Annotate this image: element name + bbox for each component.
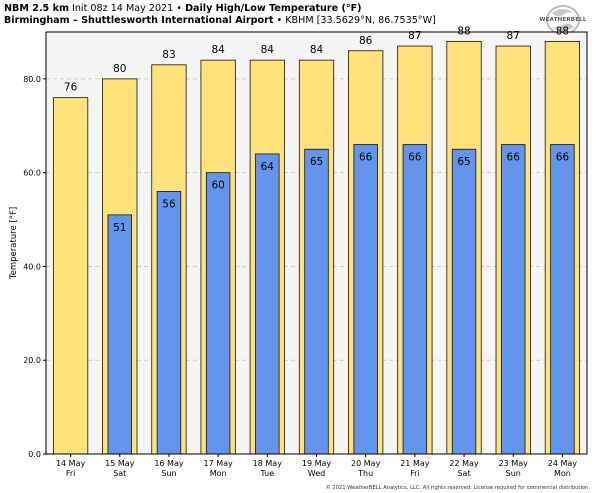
high-bar — [52, 97, 89, 455]
x-weekday-label: Thu — [357, 469, 373, 478]
y-axis-label: Temperature [°F] — [9, 207, 19, 280]
y-tick-label: 80.0 — [23, 75, 41, 84]
chart-title: Daily High/Low Temperature (°F) — [185, 3, 362, 14]
y-tick-label: 20.0 — [23, 356, 41, 365]
high-value-label: 84 — [261, 44, 275, 56]
y-tick-label: 0.0 — [28, 450, 41, 459]
chart-header: NBM 2.5 km Init 08z 14 May 2021 • Daily … — [4, 3, 524, 27]
x-tick-label: 15 May — [105, 459, 135, 468]
x-weekday-label: Sat — [113, 469, 126, 478]
logo-text: WEATHERBELL — [539, 17, 587, 23]
x-tick-label: 14 May — [56, 459, 86, 468]
x-tick-label: 23 May — [499, 459, 529, 468]
low-bar — [353, 144, 378, 455]
low-bar — [550, 144, 575, 455]
low-value-label: 56 — [162, 198, 176, 210]
high-value-label: 88 — [556, 25, 569, 37]
plot-frame — [45, 31, 588, 455]
low-bar — [304, 148, 329, 455]
x-tick-label: 21 May — [400, 459, 430, 468]
x-tick-label: 16 May — [154, 459, 184, 468]
high-value-label: 87 — [408, 30, 421, 42]
station-name: Birmingham – Shuttlesworth International… — [4, 15, 274, 26]
x-weekday-label: Mon — [554, 469, 571, 478]
low-value-label: 65 — [310, 156, 323, 168]
separator-2: • — [276, 15, 283, 26]
x-tick-label: 18 May — [253, 459, 283, 468]
low-value-label: 64 — [261, 161, 275, 173]
x-tick-label: 20 May — [351, 459, 381, 468]
init-time: Init 08z 14 May 2021 — [72, 3, 174, 14]
x-weekday-label: Sun — [506, 469, 521, 478]
low-value-label: 51 — [113, 222, 126, 234]
x-weekday-label: Sat — [457, 469, 470, 478]
y-tick-label: 40.0 — [23, 262, 41, 271]
weatherbell-logo: WEATHERBELL — [534, 3, 592, 37]
model-name: NBM 2.5 km — [4, 3, 69, 14]
x-tick-label: 19 May — [302, 459, 332, 468]
low-bar — [156, 191, 182, 455]
high-value-label: 87 — [507, 30, 520, 42]
x-weekday-label: Sun — [161, 469, 176, 478]
x-weekday-label: Fri — [66, 469, 76, 478]
x-weekday-label: Tue — [259, 469, 274, 478]
low-value-label: 60 — [211, 180, 224, 192]
low-bar — [501, 144, 526, 455]
high-value-label: 83 — [162, 49, 175, 61]
low-value-label: 66 — [408, 152, 422, 164]
low-value-label: 66 — [556, 152, 570, 164]
low-value-label: 66 — [507, 152, 521, 164]
logo-swirl-icon — [546, 5, 580, 35]
high-value-label: 80 — [113, 63, 126, 75]
high-value-label: 88 — [457, 25, 470, 37]
low-bar — [255, 153, 280, 455]
x-tick-label: 24 May — [548, 459, 578, 468]
high-value-label: 86 — [359, 35, 373, 47]
header-line-2: Birmingham – Shuttlesworth International… — [4, 15, 524, 27]
x-tick-label: 17 May — [204, 459, 234, 468]
low-value-label: 65 — [457, 156, 470, 168]
station-info: KBHM [33.5629°N, 86.7535°W] — [285, 15, 436, 26]
high-value-label: 84 — [211, 44, 225, 56]
header-line-1: NBM 2.5 km Init 08z 14 May 2021 • Daily … — [4, 3, 524, 15]
x-tick-label: 22 May — [449, 459, 479, 468]
low-bar — [205, 172, 231, 455]
low-value-label: 66 — [359, 152, 373, 164]
x-weekday-label: Fri — [410, 469, 420, 478]
low-bar — [107, 214, 132, 455]
low-bar — [402, 144, 428, 455]
x-weekday-label: Mon — [210, 469, 227, 478]
copyright-notice: © 2021 WeatherBELL Analytics, LLC. All r… — [325, 485, 590, 491]
separator: • — [176, 3, 182, 14]
x-weekday-label: Wed — [308, 469, 325, 478]
low-bar — [451, 148, 477, 455]
high-value-label: 76 — [64, 82, 78, 94]
high-value-label: 84 — [310, 44, 324, 56]
y-tick-label: 60.0 — [23, 169, 41, 178]
